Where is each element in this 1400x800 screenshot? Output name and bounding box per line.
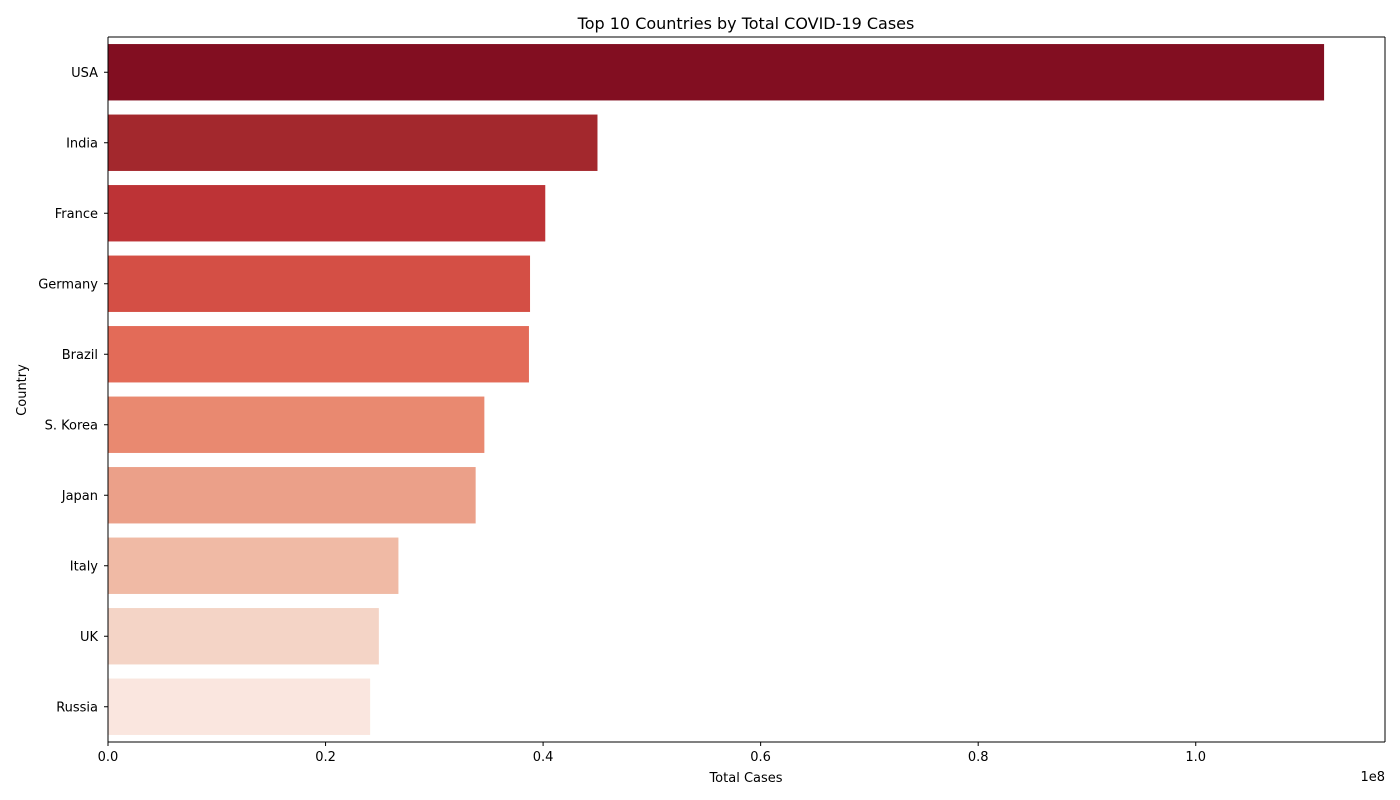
y-tick-label: India xyxy=(66,136,98,151)
bar-russia xyxy=(108,678,371,735)
y-tick-label: S. Korea xyxy=(45,418,98,433)
x-axis-ticks: 0.0 0.2 0.4 0.6 0.8 1.0 xyxy=(98,742,1206,765)
bar-italy xyxy=(108,537,399,594)
bar-japan xyxy=(108,467,476,524)
y-tick-label: France xyxy=(55,207,98,222)
x-tick-label: 1.0 xyxy=(1185,750,1206,765)
x-tick-label: 0.8 xyxy=(968,750,989,765)
bar-germany xyxy=(108,255,531,312)
y-tick-label: Germany xyxy=(38,277,98,292)
bar-s-korea xyxy=(108,396,485,453)
bar-france xyxy=(108,185,546,242)
y-tick-label: Brazil xyxy=(62,348,98,363)
x-tick-label: 0.2 xyxy=(315,750,336,765)
y-axis-ticks: USA India France Germany Brazil S. Korea Japan… xyxy=(38,66,108,715)
y-tick-label: UK xyxy=(80,630,99,645)
x-tick-label: 0.4 xyxy=(533,750,554,765)
x-tick-label: 0.0 xyxy=(98,750,119,765)
y-tick-label: USA xyxy=(71,66,98,81)
y-axis-label: Country xyxy=(15,364,30,416)
bars-group xyxy=(108,44,1325,735)
bar-brazil xyxy=(108,326,529,383)
x-axis-label: Total Cases xyxy=(708,771,782,786)
x-axis-offset-text: 1e8 xyxy=(1360,770,1385,785)
chart-title: Top 10 Countries by Total COVID-19 Cases xyxy=(577,14,915,33)
y-tick-label: Japan xyxy=(61,489,98,504)
bar-india xyxy=(108,114,598,171)
x-tick-label: 0.6 xyxy=(750,750,771,765)
bar-uk xyxy=(108,608,379,665)
y-tick-label: Russia xyxy=(56,700,98,715)
bar-usa xyxy=(108,44,1325,101)
y-tick-label: Italy xyxy=(70,559,99,574)
